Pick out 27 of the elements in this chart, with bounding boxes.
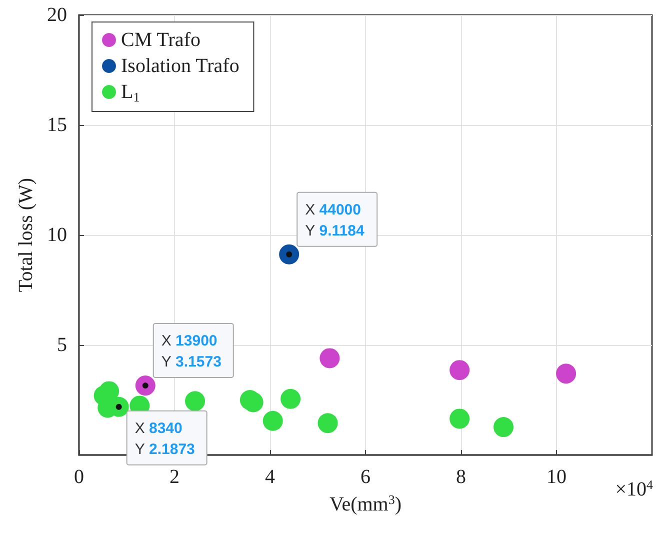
point — [185, 391, 206, 412]
x-tick-label: 4 — [265, 466, 275, 488]
y-tick-label: 10 — [47, 224, 67, 246]
annotation: X 8340 Y 2.1873 — [134, 420, 195, 458]
point — [320, 348, 340, 368]
annotation: X 13900 Y 3.1573 — [161, 332, 222, 371]
legend-label: Isolation Trafo — [121, 55, 240, 77]
y-tick-label: 5 — [57, 334, 67, 356]
x-tick-label: 6 — [360, 466, 370, 488]
point — [450, 408, 470, 429]
legend-label: CM Trafo — [121, 29, 200, 51]
x-tick-label: 2 — [170, 466, 180, 488]
x-tick-label: 10 — [546, 466, 566, 488]
point — [494, 417, 514, 438]
y-axis-title: Total loss (W) — [15, 178, 38, 292]
x-tick-label: 0 — [74, 466, 84, 488]
point — [318, 413, 338, 434]
annotation: X 44000 Y 9.1184 — [305, 201, 365, 240]
point — [135, 376, 156, 396]
point — [279, 244, 300, 264]
point — [262, 410, 283, 431]
point — [450, 360, 470, 380]
point — [556, 364, 576, 384]
x-tick-label: 8 — [456, 466, 466, 488]
y-tick-label: 15 — [47, 114, 67, 136]
y-tick-label: 20 — [47, 4, 67, 26]
point — [280, 388, 301, 409]
